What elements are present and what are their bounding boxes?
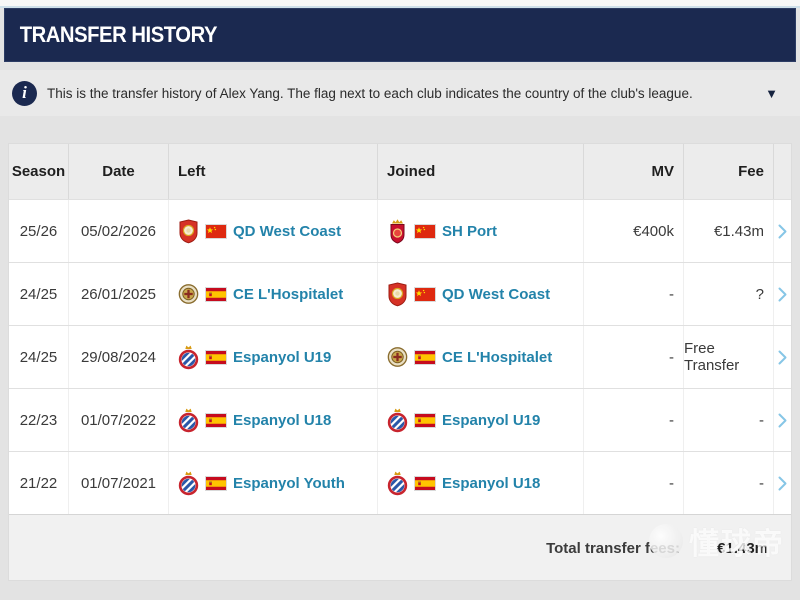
total-fees-value: €1.43m bbox=[717, 539, 768, 557]
club-link[interactable]: SH Port bbox=[442, 222, 498, 240]
spain-flag-icon bbox=[415, 477, 435, 490]
spain-flag-icon bbox=[415, 351, 435, 364]
column-header-actions bbox=[774, 144, 791, 199]
chevron-right-icon[interactable] bbox=[778, 287, 787, 302]
sh-port-crest-icon bbox=[387, 218, 408, 244]
season-cell: 24/25 bbox=[9, 263, 69, 325]
club-link[interactable]: Espanyol U19 bbox=[442, 411, 541, 429]
table-row[interactable]: 24/25 26/01/2025 CE L'Hospitalet QD West… bbox=[9, 262, 791, 325]
date-cell: 01/07/2021 bbox=[69, 452, 169, 514]
fee-cell: - bbox=[684, 452, 774, 514]
fee-cell: Free Transfer bbox=[684, 326, 774, 388]
info-bar: i This is the transfer history of Alex Y… bbox=[0, 70, 800, 116]
spain-flag-icon bbox=[206, 414, 226, 427]
season-cell: 25/26 bbox=[9, 200, 69, 262]
column-header-joined[interactable]: Joined bbox=[378, 144, 584, 199]
table-row[interactable]: 24/25 29/08/2024 Espanyol U19 CE L'Hospi… bbox=[9, 325, 791, 388]
spacer bbox=[0, 62, 800, 70]
espanyol-crest-icon bbox=[387, 470, 408, 496]
column-header-fee[interactable]: Fee bbox=[684, 144, 774, 199]
club-link[interactable]: CE L'Hospitalet bbox=[233, 285, 344, 303]
qd-west-coast-crest-icon bbox=[387, 281, 408, 307]
fee-cell: - bbox=[684, 389, 774, 451]
china-flag-icon bbox=[206, 225, 226, 238]
ce-lhospitalet-crest-icon bbox=[387, 344, 408, 370]
mv-cell: - bbox=[584, 326, 684, 388]
mv-cell: €400k bbox=[584, 200, 684, 262]
club-link[interactable]: Espanyol U18 bbox=[233, 411, 332, 429]
info-text: This is the transfer history of Alex Yan… bbox=[47, 85, 693, 101]
chevron-right-icon[interactable] bbox=[778, 224, 787, 239]
column-header-season[interactable]: Season bbox=[9, 144, 69, 199]
ce-lhospitalet-crest-icon bbox=[178, 281, 199, 307]
espanyol-crest-icon bbox=[178, 407, 199, 433]
info-icon: i bbox=[12, 80, 37, 106]
espanyol-crest-icon bbox=[178, 470, 199, 496]
fee-cell: €1.43m bbox=[684, 200, 774, 262]
spain-flag-icon bbox=[206, 477, 226, 490]
mv-cell: - bbox=[584, 263, 684, 325]
date-cell: 05/02/2026 bbox=[69, 200, 169, 262]
table-footer: Total transfer fees: €1.43m 懂球帝 bbox=[9, 514, 791, 580]
date-cell: 01/07/2022 bbox=[69, 389, 169, 451]
spain-flag-icon bbox=[206, 351, 226, 364]
spain-flag-icon bbox=[415, 414, 435, 427]
china-flag-icon bbox=[415, 225, 435, 238]
season-cell: 24/25 bbox=[9, 326, 69, 388]
fee-cell: ? bbox=[684, 263, 774, 325]
chevron-right-icon[interactable] bbox=[778, 350, 787, 365]
transfer-history-table: Season Date Left Joined MV Fee 25/26 05/… bbox=[8, 143, 792, 581]
column-header-mv[interactable]: MV bbox=[584, 144, 684, 199]
espanyol-crest-icon bbox=[387, 407, 408, 433]
total-fees-label: Total transfer fees: bbox=[546, 539, 680, 557]
table-row[interactable]: 25/26 05/02/2026 QD West Coast SH Port €… bbox=[9, 199, 791, 262]
qd-west-coast-crest-icon bbox=[178, 218, 199, 244]
season-cell: 21/22 bbox=[9, 452, 69, 514]
club-link[interactable]: Espanyol Youth bbox=[233, 474, 345, 492]
dropdown-arrow-icon[interactable]: ▼ bbox=[765, 85, 778, 101]
table-row[interactable]: 22/23 01/07/2022 Espanyol U18 Espanyol U… bbox=[9, 388, 791, 451]
mv-cell: - bbox=[584, 452, 684, 514]
column-header-left[interactable]: Left bbox=[169, 144, 378, 199]
table-row[interactable]: 21/22 01/07/2021 Espanyol Youth Espanyol… bbox=[9, 451, 791, 514]
club-link[interactable]: QD West Coast bbox=[233, 222, 342, 240]
spain-flag-icon bbox=[206, 288, 226, 301]
date-cell: 26/01/2025 bbox=[69, 263, 169, 325]
china-flag-icon bbox=[415, 288, 435, 301]
table-header-row: Season Date Left Joined MV Fee bbox=[9, 144, 791, 199]
club-link[interactable]: CE L'Hospitalet bbox=[442, 348, 553, 366]
club-link[interactable]: QD West Coast bbox=[442, 285, 551, 303]
mv-cell: - bbox=[584, 389, 684, 451]
date-cell: 29/08/2024 bbox=[69, 326, 169, 388]
window-top-strip bbox=[0, 0, 800, 8]
spacer bbox=[0, 116, 800, 143]
panel-header: TRANSFER HISTORY bbox=[4, 8, 796, 62]
club-link[interactable]: Espanyol U18 bbox=[442, 474, 541, 492]
chevron-right-icon[interactable] bbox=[778, 476, 787, 491]
season-cell: 22/23 bbox=[9, 389, 69, 451]
page-title: TRANSFER HISTORY bbox=[19, 22, 218, 47]
column-header-date[interactable]: Date bbox=[69, 144, 169, 199]
club-link[interactable]: Espanyol U19 bbox=[233, 348, 332, 366]
chevron-right-icon[interactable] bbox=[778, 413, 787, 428]
espanyol-crest-icon bbox=[178, 344, 199, 370]
